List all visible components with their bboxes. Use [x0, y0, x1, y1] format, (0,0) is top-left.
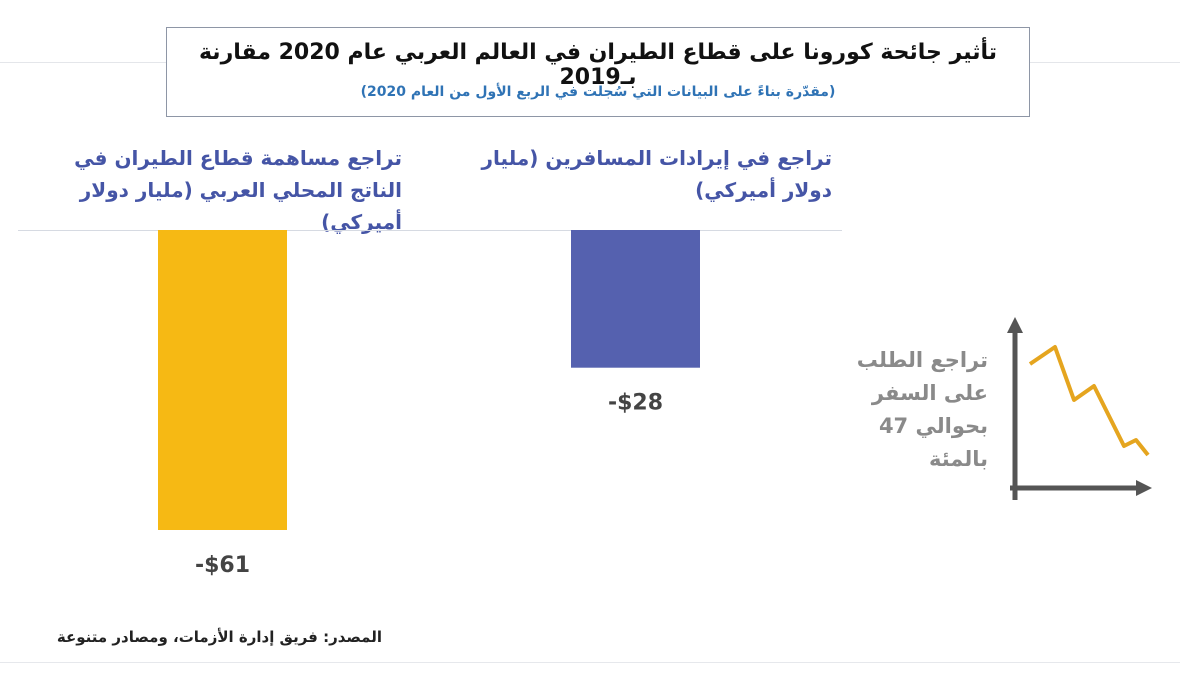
- bottom-divider: [0, 662, 1180, 663]
- revenue-bar: [571, 230, 700, 368]
- declining-line-icon: [1007, 317, 1152, 500]
- chart-subtitle: (مقدّرة بناءً على البيانات التي سُجلت في…: [360, 84, 836, 100]
- gdp-bar: [158, 230, 287, 530]
- demand-drop-label: تراجع الطلب على السفر بحوالي 47 بالمئة: [856, 348, 988, 471]
- gdp-value-label: -$61: [195, 553, 250, 578]
- revenue-panel-heading: تراجع في إيرادات المسافرين (مليار دولار …: [481, 146, 833, 202]
- source-note: المصدر: فريق إدارة الأزمات، ومصادر متنوع…: [56, 628, 382, 646]
- chart-baseline: [18, 230, 842, 231]
- revenue-value-label: -$28: [608, 391, 663, 416]
- chart-title: تأثير جائحة كورونا على قطاع الطيران في ا…: [198, 40, 998, 90]
- title-box: تأثير جائحة كورونا على قطاع الطيران في ا…: [166, 27, 1030, 117]
